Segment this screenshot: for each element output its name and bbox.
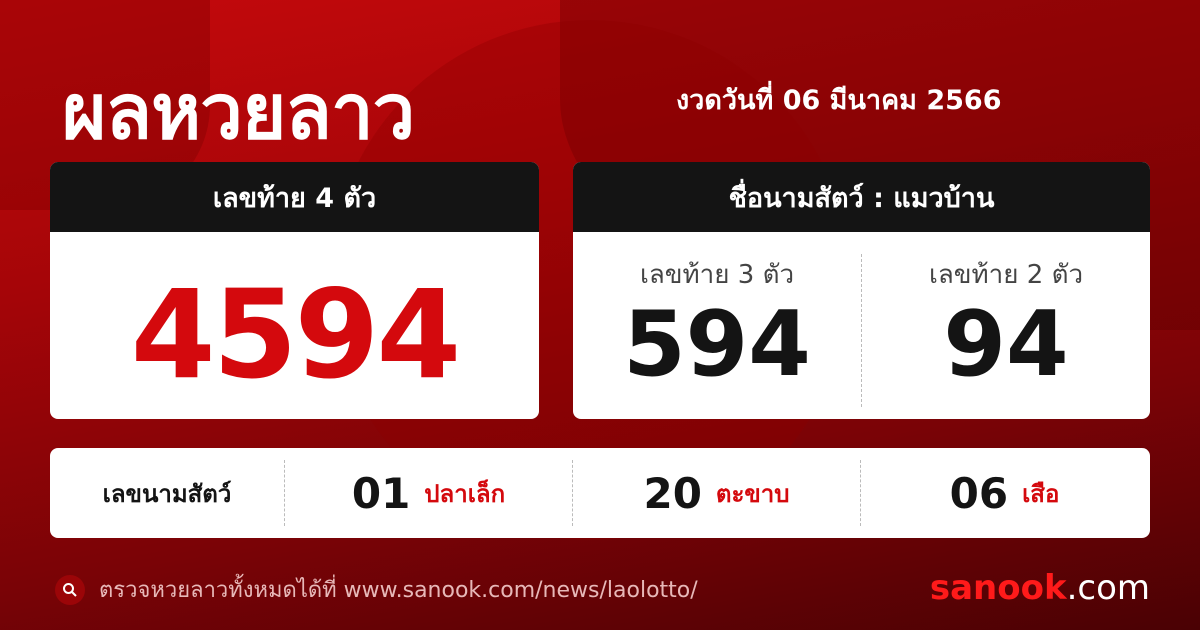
three-digit-value: 594 <box>623 292 811 397</box>
animal-item: 20 ตะขาบ <box>572 460 860 526</box>
four-digit-card: เลขท้าย 4 ตัว 4594 <box>50 162 539 419</box>
animal-numbers-label: เลขนามสัตว์ <box>102 479 232 508</box>
animal-number: 06 <box>949 468 1009 518</box>
animal-number: 01 <box>351 468 411 518</box>
search-icon <box>55 574 85 605</box>
animal-numbers-row: เลขนามสัตว์ 01 ปลาเล็ก 20 ตะขาบ 06 เสือ <box>50 448 1150 538</box>
animal-number: 20 <box>643 468 702 518</box>
footer: ตรวจหวยลาวทั้งหมดได้ที่ www.sanook.com/n… <box>55 572 698 607</box>
two-digit-value: 94 <box>943 292 1069 397</box>
animal-item: 01 ปลาเล็ก <box>284 460 572 526</box>
animal-card: ชื่อนามสัตว์ : แมวบ้าน เลขท้าย 3 ตัว 594… <box>573 162 1150 419</box>
three-digit-block: เลขท้าย 3 ตัว 594 <box>573 232 861 419</box>
two-digit-block: เลขท้าย 2 ตัว 94 <box>861 254 1150 407</box>
footer-link[interactable]: ตรวจหวยลาวทั้งหมดได้ที่ www.sanook.com/n… <box>99 578 698 603</box>
three-digit-label: เลขท้าย 3 ตัว <box>639 260 795 290</box>
two-digit-label: เลขท้าย 2 ตัว <box>928 260 1084 290</box>
four-digit-value: 4594 <box>130 264 462 406</box>
logo-text: sanook <box>929 568 1067 608</box>
page-title: ผลหวยลาว <box>62 67 415 156</box>
animal-name-label: ชื่อนามสัตว์ : แมวบ้าน <box>573 162 1150 232</box>
animal-name: ปลาเล็ก <box>424 479 506 508</box>
logo-suffix: .com <box>1066 568 1150 608</box>
animal-name: ตะขาบ <box>715 479 790 508</box>
animal-item: 06 เสือ <box>860 460 1148 526</box>
four-digit-label: เลขท้าย 4 ตัว <box>50 162 539 232</box>
animal-name: เสือ <box>1022 479 1060 508</box>
draw-date: งวดวันที่ 06 มีนาคม 2566 <box>676 85 1002 116</box>
sanook-logo: sanook.com <box>930 568 1150 608</box>
